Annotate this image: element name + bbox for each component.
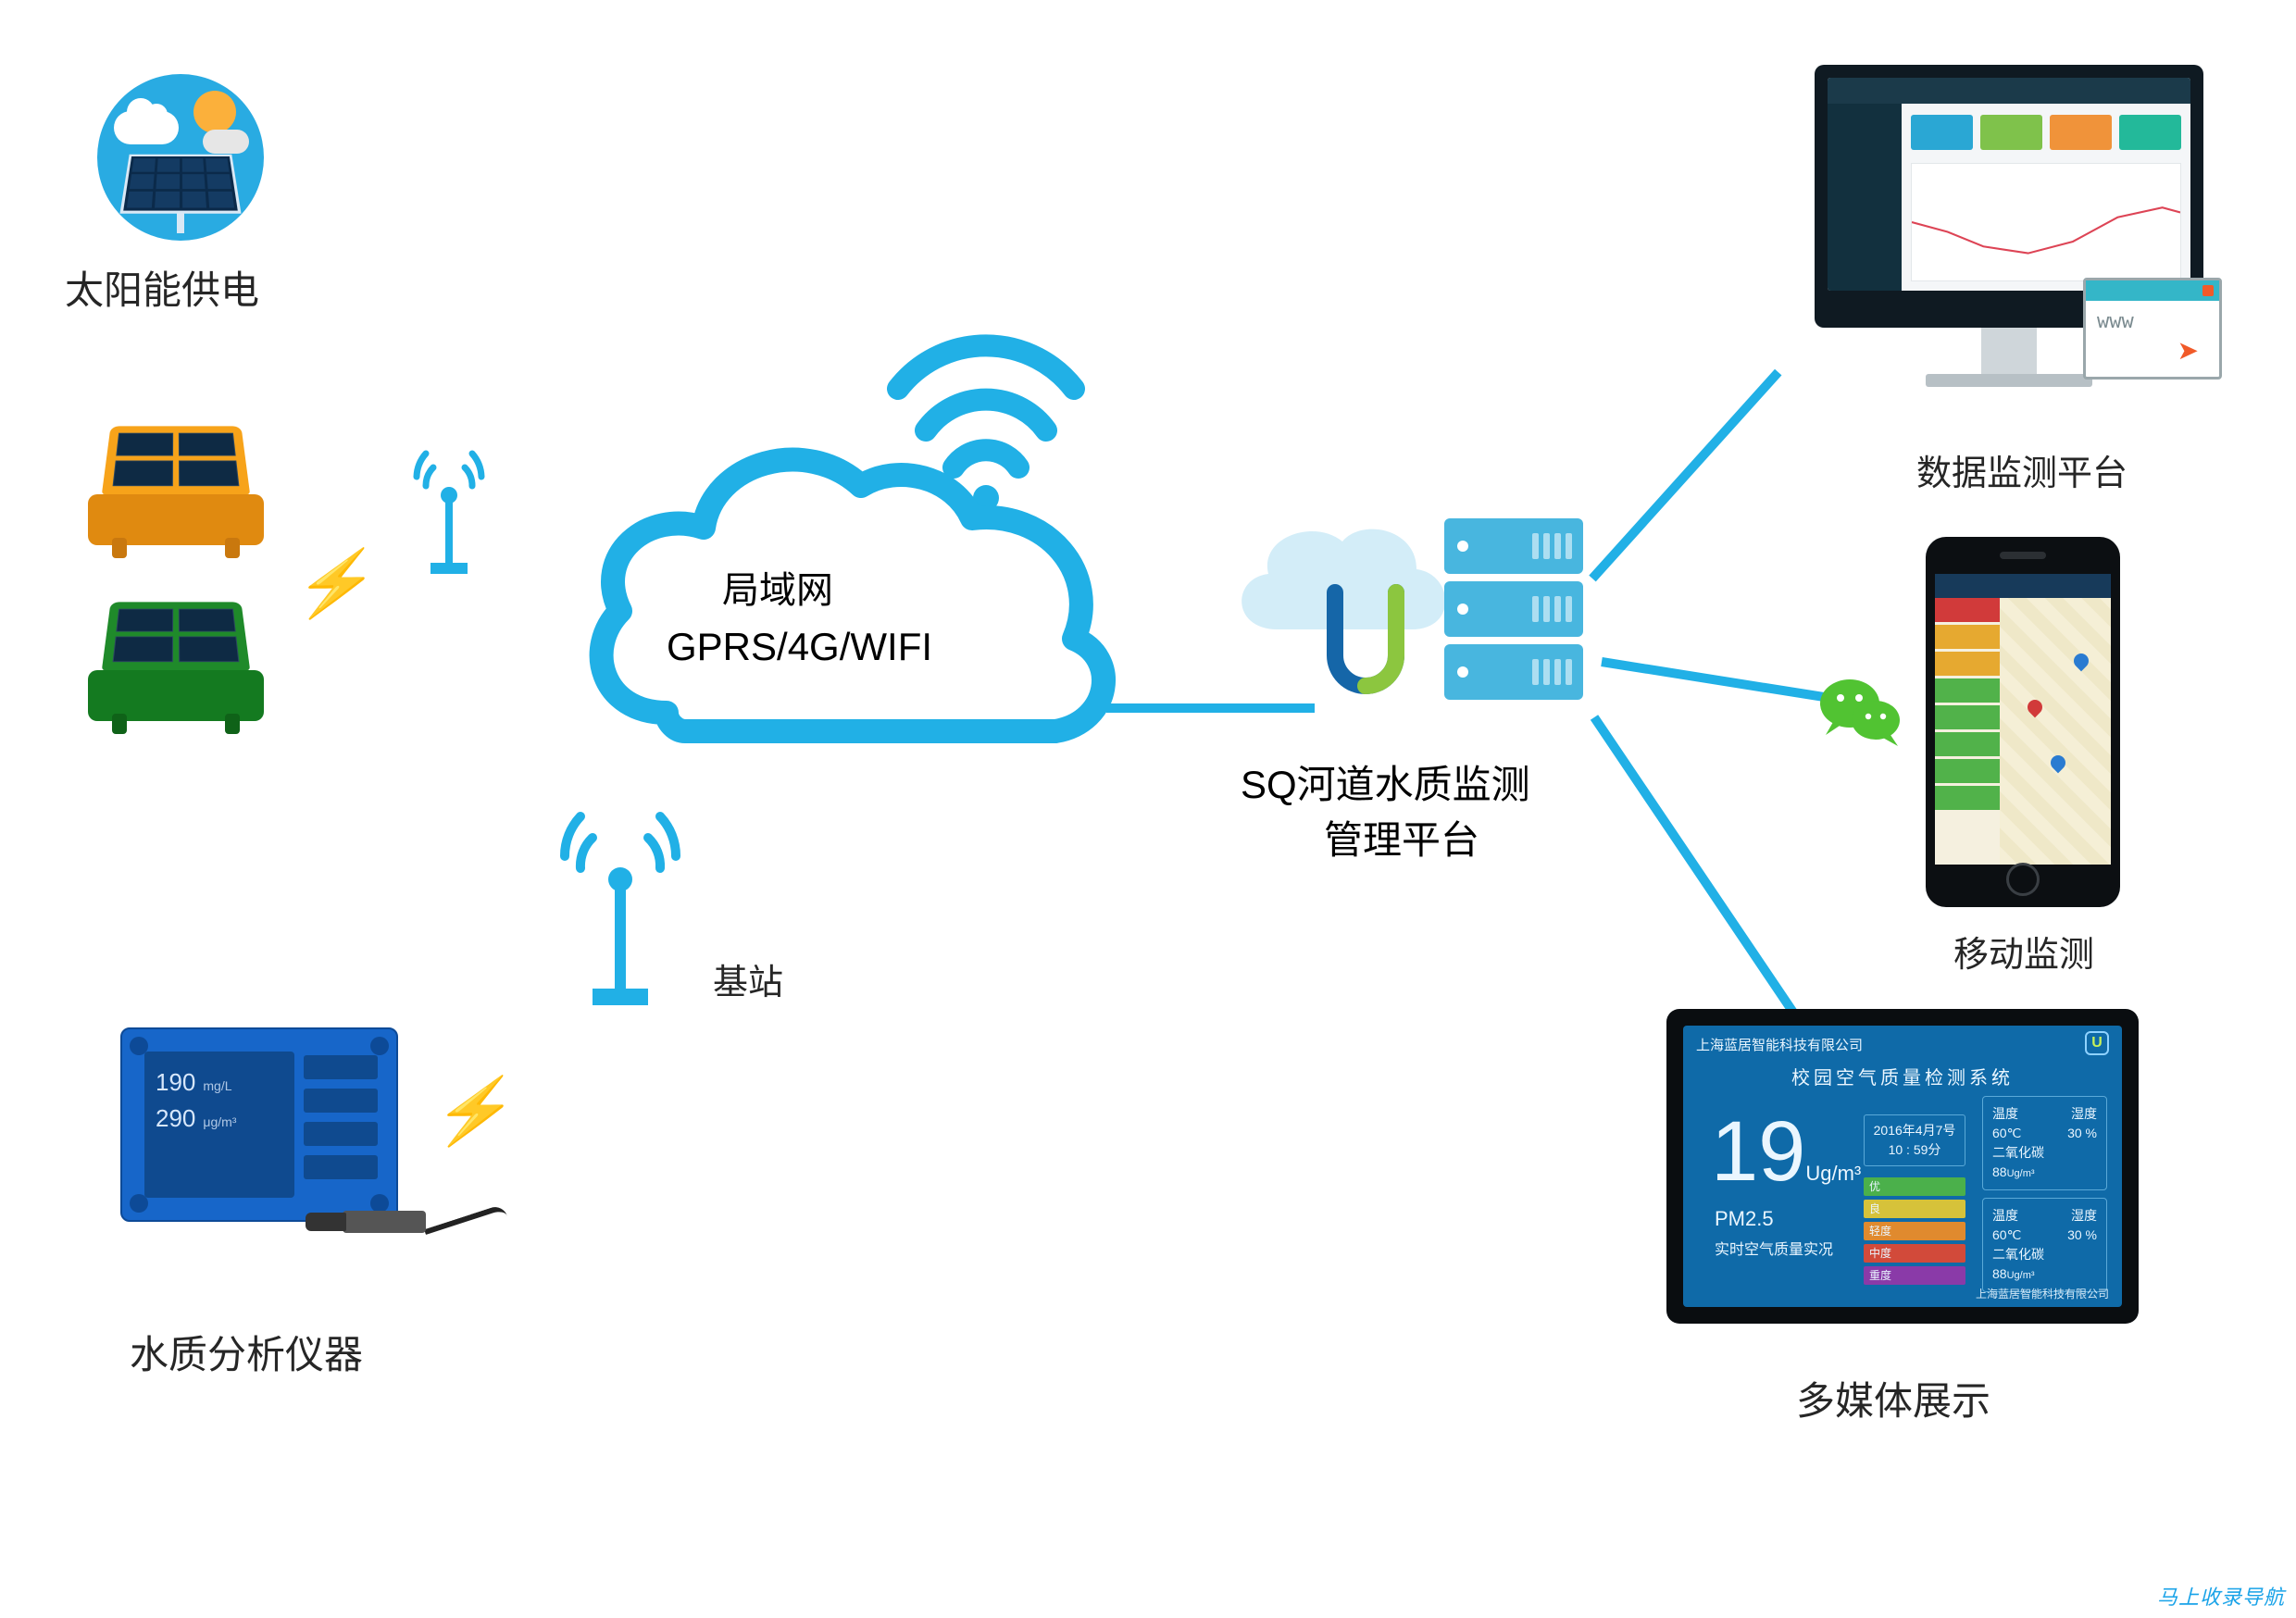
solar-label: 太阳能供电 [65, 259, 259, 316]
tablet-company: 上海蓝居智能科技有限公司 [1696, 1035, 1863, 1054]
www-label: www [2086, 301, 2219, 333]
multimedia-tablet: 上海蓝居智能科技有限公司 U 校园空气质量检测系统 19Ug/m³ PM2.5 … [1666, 1009, 2139, 1324]
buoy-green [74, 592, 278, 721]
tablet-datetime: 2016年4月7号10 : 59分 [1864, 1114, 1965, 1166]
buoy-orange [74, 417, 278, 545]
u-logo-icon [1315, 583, 1416, 708]
dashboard-tiles [1911, 115, 2181, 150]
server-icon [1444, 518, 1583, 707]
connector-line [1589, 369, 1781, 582]
watermark: 马上收录导航 [2157, 1581, 2285, 1611]
connector-line [1591, 715, 1816, 1042]
base-station-label: 基站 [713, 953, 783, 1004]
platform-title-2: 管理平台 [1324, 815, 1479, 867]
wechat-icon [1815, 666, 1907, 759]
cloud-subtitle: GPRS/4G/WIFI [667, 620, 932, 675]
smartphone [1926, 537, 2120, 907]
water-analyzer: 190 mg/L 290 μg/m³ [120, 1027, 398, 1222]
tablet-card-2: 温度湿度 60℃30 % 二氧化碳 88Ug/m³ [1982, 1198, 2107, 1292]
cloud-network-icon [555, 278, 1148, 819]
cursor-icon: ➤ [2177, 335, 2199, 366]
tablet-card-1: 温度湿度 60℃30 % 二氧化碳 88Ug/m³ [1982, 1096, 2107, 1190]
tablet-title: 校园空气质量检测系统 [1683, 1063, 2122, 1089]
multimedia-label: 多媒体展示 [1796, 1370, 1990, 1426]
mobile-label: 移动监测 [1953, 926, 2094, 977]
bolt-icon: ⚡ [290, 546, 384, 622]
bolt-icon: ⚡ [429, 1074, 523, 1150]
connector-line [1106, 703, 1315, 713]
tablet-big-value: 19Ug/m³ [1711, 1109, 1861, 1194]
tablet-logo-icon: U [2085, 1031, 2109, 1055]
platform-title-1: SQ河道水质监测 [1241, 759, 1530, 812]
analyzer-v2: 290 [156, 1104, 195, 1132]
data-platform-label: 数据监测平台 [1916, 444, 2128, 495]
solar-power-icon [97, 74, 264, 241]
sensor-probe [306, 1194, 454, 1250]
analyzer-u1: mg/L [203, 1078, 231, 1093]
antenna-base-station-icon [542, 805, 699, 1018]
analyzer-u2: μg/m³ [203, 1114, 236, 1129]
tablet-footer: 上海蓝居智能科技有限公司 [1976, 1286, 2109, 1301]
tablet-sub: 实时空气质量实况 [1715, 1237, 1833, 1259]
antenna-small-icon [398, 444, 500, 583]
tablet-levels: 优良轻度中度重度 [1864, 1177, 1965, 1288]
analyzer-label: 水质分析仪器 [130, 1324, 363, 1380]
cloud-title: 局域网 [722, 565, 833, 616]
browser-window-icon: www ➤ [2083, 278, 2222, 380]
tablet-pm-label: PM2.5 [1715, 1207, 1774, 1231]
analyzer-v1: 190 [156, 1068, 195, 1096]
connector-line [1601, 657, 1830, 703]
